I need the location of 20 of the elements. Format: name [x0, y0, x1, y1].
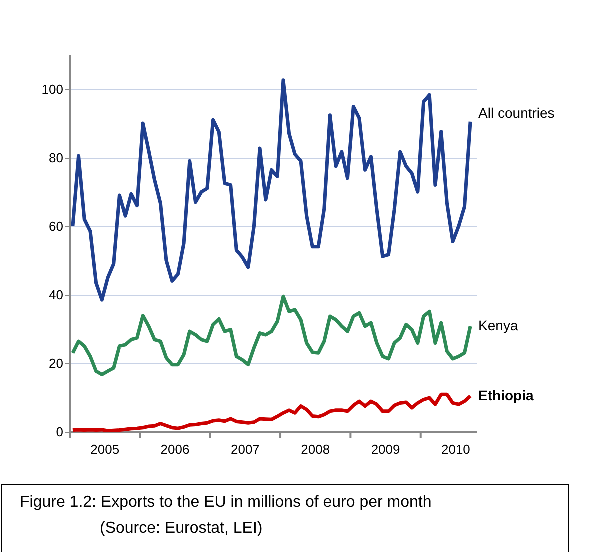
x-tick-label: 2005: [90, 442, 120, 457]
line-series: [71, 78, 472, 302]
x-tick-label: 2009: [371, 442, 400, 457]
series-label: Kenya: [478, 317, 518, 334]
y-tick-label: 0: [56, 424, 64, 440]
x-tick-label: 2008: [301, 442, 330, 457]
y-tick-label: 80: [49, 150, 64, 166]
series-label: All countries: [478, 104, 555, 121]
caption: Figure 1.2: Exports to the EU in millions of euro per month: [20, 494, 432, 511]
line-series: [71, 294, 472, 377]
x-tick-label: 2007: [230, 442, 260, 457]
y-tick-label: 100: [42, 82, 64, 97]
line-series: [71, 392, 472, 432]
y-tick-label: 40: [49, 287, 64, 302]
x-tick-label: 2010: [441, 442, 470, 457]
text: (Source: Eurostat, LEI): [100, 520, 263, 537]
series-label: Ethiopia: [478, 387, 534, 404]
y-tick-label: 60: [49, 218, 64, 234]
x-tick-label: 2006: [160, 442, 190, 457]
y-tick-label: 20: [49, 356, 64, 371]
